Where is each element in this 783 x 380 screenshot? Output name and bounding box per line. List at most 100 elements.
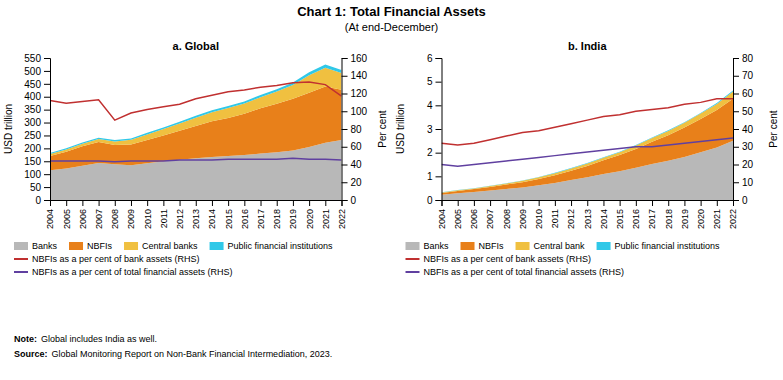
- tick-label: 1: [427, 171, 433, 182]
- tick: 2022: [337, 200, 347, 229]
- panel-title: b. India: [568, 40, 607, 52]
- tick: 450: [24, 79, 50, 90]
- annotation-label: Source:: [14, 349, 48, 359]
- plot-area: [442, 90, 734, 200]
- tick-mark: [636, 200, 637, 206]
- y2-axis-title: Per cent: [377, 110, 388, 147]
- legend: BanksNBFIsCentral banksPublic financial …: [14, 241, 333, 277]
- tick: 2010: [534, 200, 544, 229]
- tick: 2016: [631, 200, 641, 229]
- tick: 2006: [469, 200, 479, 229]
- tick-label: 50: [30, 182, 42, 193]
- legend-item: NBFIs as a per cent of bank assets (RHS): [14, 254, 200, 264]
- tick-label: 2009: [126, 209, 136, 229]
- axis-line: [734, 59, 740, 201]
- tick: 40: [342, 159, 363, 170]
- tick-mark: [212, 200, 213, 206]
- tick-label: 2005: [453, 209, 463, 229]
- tick-mark: [620, 200, 621, 206]
- tick-mark: [571, 200, 572, 206]
- tick: 6: [427, 53, 442, 64]
- tick-mark: [733, 94, 739, 95]
- tick-mark: [342, 58, 348, 59]
- tick-label: 2015: [224, 209, 234, 229]
- tick-mark: [325, 200, 326, 206]
- tick-mark: [180, 200, 181, 206]
- title: Chart 1: Total Financial Assets: [297, 4, 486, 19]
- tick: 2014: [207, 200, 217, 229]
- annotation: Note:Global includes India as well.: [14, 334, 157, 344]
- tick: 2006: [78, 200, 88, 229]
- legend-item: NBFIs: [461, 241, 505, 251]
- panel-title: a. Global: [173, 40, 219, 52]
- tick: 2: [427, 147, 442, 158]
- tick-label: 100: [24, 169, 41, 180]
- tick: 0: [35, 195, 50, 206]
- tick-mark: [147, 200, 148, 206]
- tick-label: 2022: [337, 209, 347, 229]
- tick: 2017: [647, 200, 657, 229]
- legend-item: Public financial institutions: [597, 241, 721, 251]
- area: [442, 92, 734, 193]
- tick-label: 300: [24, 117, 41, 128]
- legend-label: NBFIs: [479, 241, 505, 251]
- tick: 2019: [680, 200, 690, 229]
- tick: 1: [427, 171, 442, 182]
- tick: 2020: [304, 200, 314, 229]
- tick: 140: [342, 70, 368, 81]
- tick-label: 350: [24, 104, 41, 115]
- tick-label: 200: [24, 143, 41, 154]
- tick-mark: [163, 200, 164, 206]
- legend-item: Banks: [14, 241, 58, 251]
- tick-mark: [342, 129, 348, 130]
- legend-label: NBFIs as a per cent of total financial a…: [32, 267, 233, 277]
- legend-swatch: [124, 242, 138, 250]
- tick-label: 2007: [94, 209, 104, 229]
- tick: 2009: [518, 200, 528, 229]
- tick-mark: [490, 200, 491, 206]
- legend-swatch: [516, 242, 530, 250]
- tick-label: 2008: [502, 209, 512, 229]
- tick-label: 100: [351, 106, 368, 117]
- tick-mark: [539, 200, 540, 206]
- tick-label: 2014: [207, 209, 217, 229]
- tick-mark: [733, 129, 739, 130]
- line: [442, 99, 734, 145]
- tick: 2021: [712, 200, 722, 229]
- tick-label: 2004: [45, 209, 55, 229]
- tick-mark: [436, 200, 442, 201]
- tick-label: 140: [351, 70, 368, 81]
- tick: 2018: [664, 200, 674, 229]
- legend-swatch: [406, 271, 420, 273]
- tick: 50: [30, 182, 50, 193]
- tick-mark: [733, 111, 739, 112]
- tick: 100: [342, 106, 368, 117]
- tick: 20: [733, 159, 754, 170]
- tick: 2013: [191, 200, 201, 229]
- tick-label: 2013: [191, 209, 201, 229]
- legend-label: Banks: [32, 241, 58, 251]
- tick: 2005: [453, 200, 463, 229]
- tick: 250: [24, 130, 50, 141]
- tick-mark: [44, 97, 50, 98]
- axis-line: [442, 201, 734, 207]
- legend-label: Banks: [424, 241, 450, 251]
- annotation-text: Global Monitoring Report on Non-Bank Fin…: [52, 349, 333, 359]
- legend-swatch: [69, 242, 83, 250]
- axis-line: [436, 59, 443, 201]
- tick-label: 2018: [272, 209, 282, 229]
- tick-label: 30: [742, 141, 754, 152]
- tick: 2005: [62, 200, 72, 229]
- legend-item: NBFIs as a per cent of bank assets (RHS): [406, 254, 592, 264]
- tick-mark: [733, 182, 739, 183]
- tick-mark: [717, 200, 718, 206]
- tick: 2017: [256, 200, 266, 229]
- legend-label: Public financial institutions: [615, 241, 721, 251]
- tick: 500: [24, 66, 50, 77]
- line: [50, 158, 342, 162]
- tick: 2014: [599, 200, 609, 229]
- tick: 2007: [94, 200, 104, 229]
- legend-label: NBFIs: [87, 241, 113, 251]
- tick-mark: [436, 58, 442, 59]
- tick-mark: [44, 148, 50, 149]
